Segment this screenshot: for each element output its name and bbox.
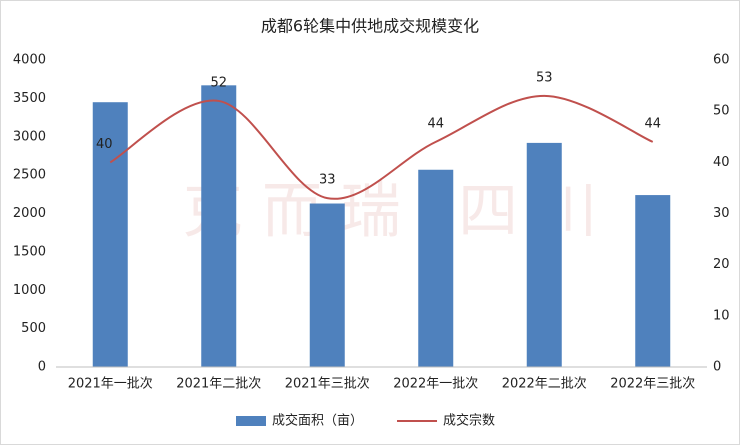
y2-tick-label: 30 [713, 206, 730, 221]
y-tick-label: 4000 [13, 53, 46, 68]
y2-tick-label: 20 [713, 257, 730, 272]
data-label: 53 [536, 70, 553, 85]
y-tick-label: 1000 [13, 283, 46, 298]
x-tick-label: 2021年二批次 [176, 376, 261, 392]
x-tick-label: 2022年三批次 [610, 376, 695, 392]
y2-tick-label: 40 [713, 155, 730, 170]
legend-label: 成交宗数 [443, 413, 495, 429]
bar [201, 85, 237, 367]
x-tick-label: 2022年一批次 [393, 376, 478, 392]
bar [92, 102, 128, 368]
x-tick-label: 2022年二批次 [502, 376, 587, 392]
y-tick-label: 3000 [13, 129, 46, 144]
bar [418, 169, 454, 367]
x-tick-label: 2021年三批次 [285, 376, 370, 392]
y-tick-label: 2000 [13, 206, 46, 221]
y2-tick-label: 50 [713, 104, 730, 119]
y2-tick-label: 10 [713, 308, 730, 323]
y-tick-label: 1500 [13, 244, 46, 259]
line [109, 94, 654, 200]
bar [635, 195, 671, 367]
chart-title: 成都6轮集中供地成交规模变化 [261, 17, 479, 36]
bar [526, 142, 562, 367]
data-label: 52 [210, 75, 227, 90]
x-tick-label: 2021年一批次 [68, 376, 153, 392]
y-tick-label: 500 [21, 321, 46, 336]
data-label: 40 [96, 137, 113, 152]
legend-label: 成交面积（亩） [272, 413, 363, 429]
data-label: 44 [644, 116, 661, 131]
y-tick-label: 3500 [13, 91, 46, 106]
y2-tick-label: 0 [713, 360, 721, 375]
y-tick-label: 2500 [13, 168, 46, 183]
bar [309, 203, 345, 367]
data-label: 44 [427, 116, 444, 131]
y-tick-label: 0 [38, 360, 46, 375]
y2-tick-label: 60 [713, 53, 730, 68]
data-label: 33 [319, 173, 336, 188]
legend-swatch [236, 416, 266, 426]
